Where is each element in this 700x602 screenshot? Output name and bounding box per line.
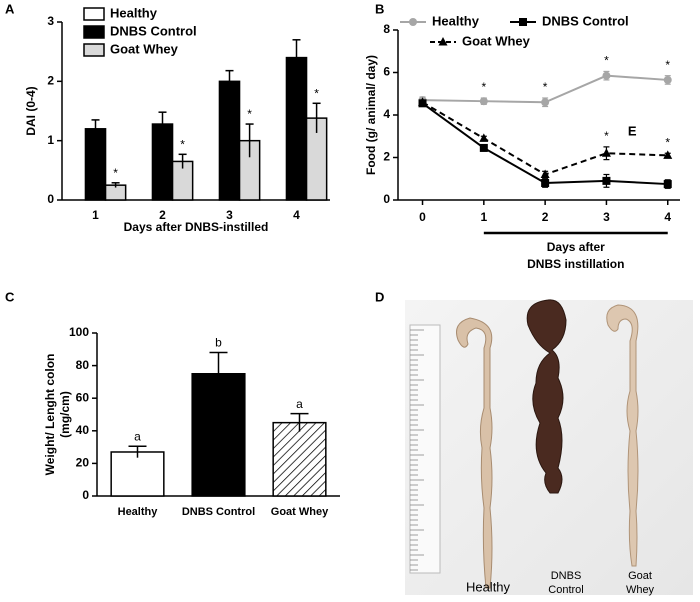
legend-marker [519, 18, 527, 26]
point [602, 71, 611, 80]
x-tick-label: 3 [226, 208, 233, 222]
point-label: * [604, 129, 609, 143]
legend-marker [409, 18, 417, 26]
bar [218, 80, 241, 201]
legend-swatch [83, 7, 105, 21]
y-axis-label: Food (g/ animal/ day) [364, 55, 378, 175]
bar [110, 451, 165, 497]
point-label: * [665, 135, 670, 149]
annotation: E [628, 123, 637, 138]
goat-whey-colon [606, 304, 639, 567]
panel-label: D [375, 289, 384, 304]
point-label: a [134, 429, 141, 443]
y-tick-label: 100 [69, 325, 89, 339]
y-axis-label: DAI (0-4) [24, 86, 38, 135]
point-label: * [314, 86, 319, 100]
x-axis-label: Days after [547, 240, 605, 254]
ruler-ticks [410, 329, 424, 571]
legend-label: Healthy [432, 13, 480, 28]
ruler [409, 324, 441, 574]
x-axis-label: Days after DNBS-instilled [124, 220, 269, 234]
bar [84, 128, 107, 201]
y-tick-label: 20 [76, 456, 90, 470]
x-tick-label: Healthy [118, 506, 159, 518]
legend-swatch [83, 25, 105, 39]
y-axis-label: (mg/cm) [58, 391, 72, 438]
x-tick-label: DNBS Control [182, 506, 255, 518]
x-tick-label: 1 [480, 210, 487, 224]
legend-label: Goat Whey [462, 33, 531, 48]
healthy-colon [456, 317, 493, 589]
photo-label: Healthy [466, 579, 511, 594]
y-axis-label: Weight/ Lenght colon [43, 354, 57, 476]
x-tick-label: Goat Whey [271, 506, 329, 518]
point [663, 75, 672, 84]
point [479, 143, 488, 152]
point-label: * [604, 54, 609, 68]
x-tick-label: 0 [419, 210, 426, 224]
photo-label: DNBS [551, 570, 582, 582]
photo-label: Goat [628, 570, 652, 582]
x-tick-label: 4 [293, 208, 300, 222]
dnbs-colon [526, 299, 567, 494]
point [541, 98, 550, 107]
bar [285, 56, 308, 201]
y-tick-label: 40 [76, 423, 90, 437]
y-tick-label: 2 [47, 74, 54, 88]
x-tick-label: 2 [542, 210, 549, 224]
bar [272, 421, 327, 497]
y-tick-label: 4 [383, 107, 390, 121]
panel-label: B [375, 1, 384, 16]
point-label: b [215, 336, 222, 350]
point [663, 180, 672, 189]
photo-label: Control [548, 584, 583, 596]
panel-label: A [5, 1, 15, 16]
legend-swatch [83, 43, 105, 57]
photo-label: Whey [626, 584, 655, 596]
point [479, 133, 489, 142]
y-tick-label: 6 [383, 65, 390, 79]
panel-label: C [5, 289, 15, 304]
point [663, 150, 673, 159]
x-tick-label: 4 [664, 210, 671, 224]
point-label: * [481, 80, 486, 94]
x-tick-label: 2 [159, 208, 166, 222]
photo [405, 299, 693, 595]
y-tick-label: 80 [76, 358, 90, 372]
point-label: * [543, 80, 548, 94]
y-tick-label: 2 [383, 150, 390, 164]
x-tick-label: 3 [603, 210, 610, 224]
point [541, 179, 550, 187]
y-tick-label: 3 [47, 14, 54, 28]
y-tick-label: 60 [76, 390, 90, 404]
legend-label: Goat Whey [110, 41, 179, 56]
point [418, 97, 428, 106]
y-tick-label: 0 [47, 192, 54, 206]
y-tick-label: 1 [47, 133, 54, 147]
point-label: * [665, 58, 670, 72]
x-axis-label: DNBS instillation [527, 257, 624, 271]
legend-label: Healthy [110, 5, 158, 20]
point [601, 148, 611, 157]
point [479, 97, 488, 106]
point [602, 176, 611, 185]
legend-label: DNBS Control [542, 13, 629, 28]
y-tick-label: 0 [82, 488, 89, 502]
point-label: a [296, 397, 303, 411]
y-tick-label: 0 [383, 192, 390, 206]
point-label: * [247, 107, 252, 121]
legend-marker [438, 37, 448, 46]
point-label: * [180, 137, 185, 151]
legend-label: DNBS Control [110, 23, 197, 38]
point-label: * [113, 166, 118, 180]
point [540, 169, 550, 178]
y-tick-label: 8 [383, 22, 390, 36]
x-tick-label: 1 [92, 208, 99, 222]
